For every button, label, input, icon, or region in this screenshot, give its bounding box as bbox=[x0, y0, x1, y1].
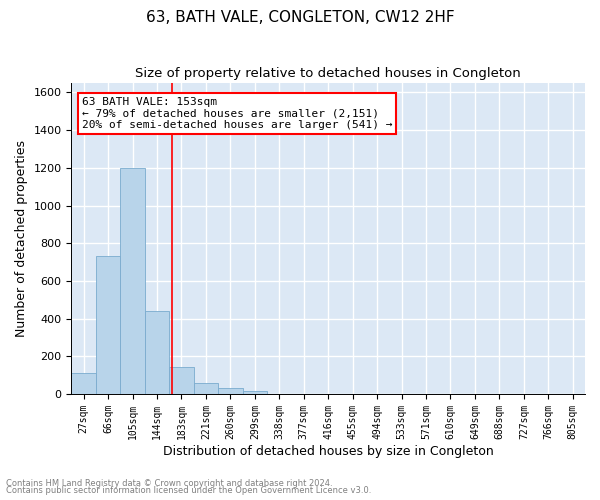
Text: 63, BATH VALE, CONGLETON, CW12 2HF: 63, BATH VALE, CONGLETON, CW12 2HF bbox=[146, 10, 454, 25]
Bar bbox=[121, 168, 145, 394]
X-axis label: Distribution of detached houses by size in Congleton: Distribution of detached houses by size … bbox=[163, 444, 494, 458]
Y-axis label: Number of detached properties: Number of detached properties bbox=[15, 140, 28, 337]
Text: Contains HM Land Registry data © Crown copyright and database right 2024.: Contains HM Land Registry data © Crown c… bbox=[6, 478, 332, 488]
Bar bbox=[218, 388, 242, 394]
Bar bbox=[96, 256, 121, 394]
Text: 63 BATH VALE: 153sqm
← 79% of detached houses are smaller (2,151)
20% of semi-de: 63 BATH VALE: 153sqm ← 79% of detached h… bbox=[82, 97, 392, 130]
Bar bbox=[71, 373, 96, 394]
Bar bbox=[145, 311, 169, 394]
Bar bbox=[169, 366, 194, 394]
Title: Size of property relative to detached houses in Congleton: Size of property relative to detached ho… bbox=[136, 68, 521, 80]
Bar bbox=[242, 391, 267, 394]
Text: Contains public sector information licensed under the Open Government Licence v3: Contains public sector information licen… bbox=[6, 486, 371, 495]
Bar bbox=[194, 383, 218, 394]
